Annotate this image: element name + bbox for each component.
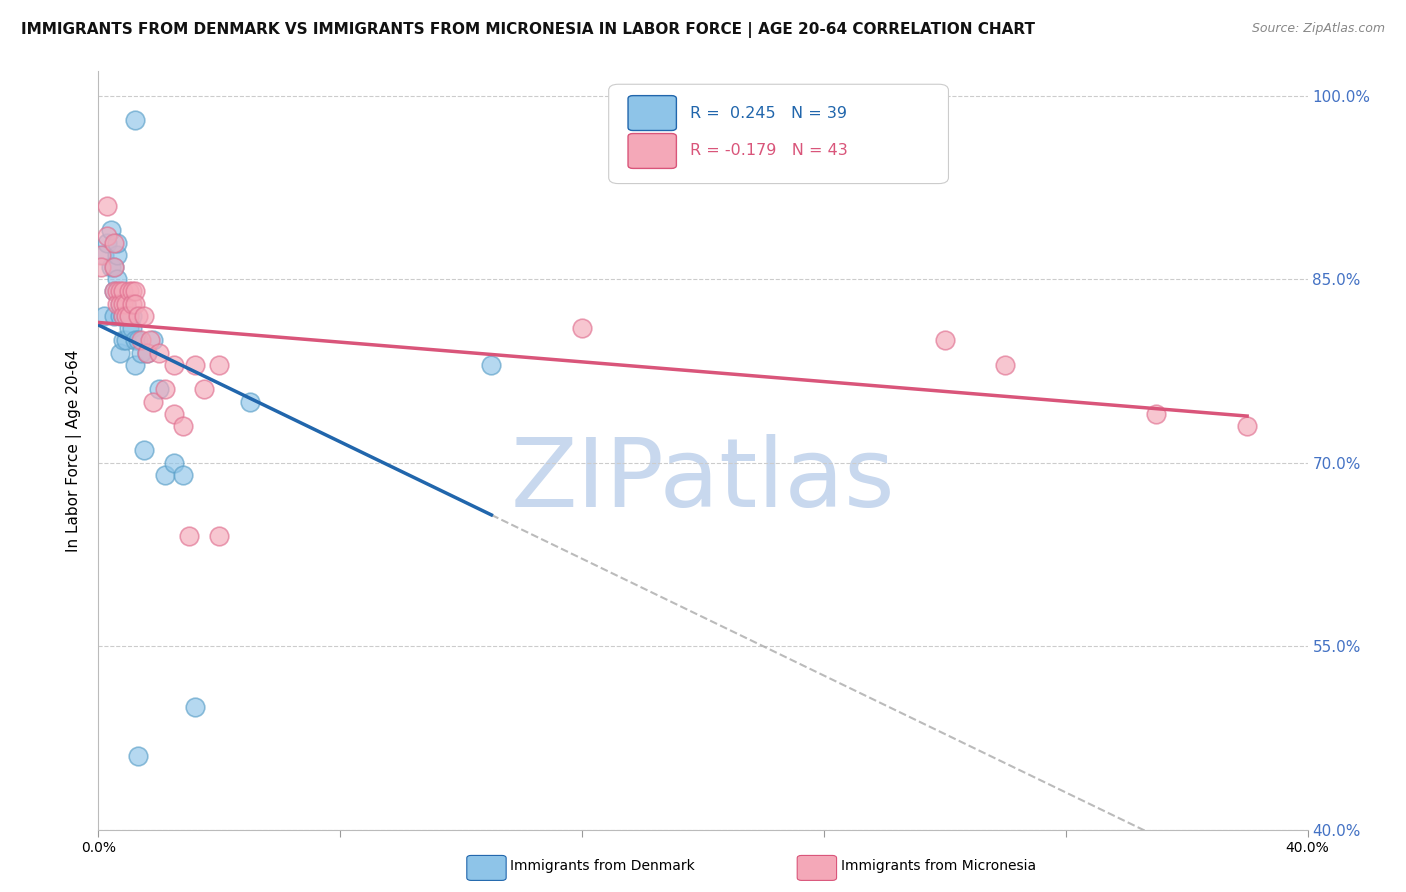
Point [127,334,149,348]
Point [148,382,170,396]
Text: R = -0.179   N = 43: R = -0.179 N = 43 [690,144,848,159]
Point [108,296,131,310]
Point [994,358,1017,372]
Point [481,358,503,372]
Point [105,272,128,286]
Point [124,296,146,310]
Point [121,321,143,335]
Point [108,345,131,359]
Point [132,443,155,458]
FancyBboxPatch shape [628,134,676,169]
Y-axis label: In Labor Force | Age 20-64: In Labor Force | Age 20-64 [66,350,83,551]
Point [571,321,593,335]
Point [108,285,131,299]
Text: R =  0.245   N = 39: R = 0.245 N = 39 [690,105,846,120]
Point [172,419,194,434]
Point [184,700,207,714]
Point [114,309,136,323]
Point [239,394,262,409]
Point [1236,419,1258,434]
Point [179,529,201,543]
Point [96,229,118,244]
Point [108,309,131,323]
Point [208,529,231,543]
Point [121,309,143,323]
Point [163,456,186,470]
Point [114,309,136,323]
Point [153,382,176,396]
Point [105,235,128,250]
FancyBboxPatch shape [609,84,949,184]
Point [148,345,170,359]
Point [96,235,118,250]
Point [132,309,155,323]
Point [163,407,186,421]
Point [1144,407,1167,421]
Point [124,334,146,348]
Point [127,749,149,764]
Point [129,345,152,359]
Point [124,358,146,372]
Point [105,285,128,299]
Point [108,296,131,310]
Point [121,285,143,299]
Point [103,309,125,323]
Point [934,334,956,348]
Point [184,358,207,372]
Point [118,285,141,299]
Point [90,260,112,274]
Point [93,309,115,323]
Point [114,296,136,310]
Point [139,334,162,348]
Point [111,309,134,323]
Point [153,467,176,482]
Point [100,260,122,274]
Point [118,321,141,335]
Point [105,296,128,310]
Point [90,248,112,262]
Point [135,345,157,359]
Text: Immigrants from Micronesia: Immigrants from Micronesia [841,859,1036,873]
Text: IMMIGRANTS FROM DENMARK VS IMMIGRANTS FROM MICRONESIA IN LABOR FORCE | AGE 20-64: IMMIGRANTS FROM DENMARK VS IMMIGRANTS FR… [21,22,1035,38]
Point [129,334,152,348]
FancyBboxPatch shape [628,95,676,130]
Point [114,296,136,310]
Point [127,309,149,323]
Point [111,309,134,323]
Point [142,394,165,409]
Text: Source: ZipAtlas.com: Source: ZipAtlas.com [1251,22,1385,36]
Text: ZIPatlas: ZIPatlas [510,434,896,527]
Point [103,260,125,274]
Point [142,334,165,348]
Point [121,296,143,310]
Point [118,309,141,323]
Point [96,199,118,213]
Text: Immigrants from Denmark: Immigrants from Denmark [510,859,695,873]
Point [111,285,134,299]
Point [114,334,136,348]
Point [105,248,128,262]
Point [124,285,146,299]
Point [103,285,125,299]
Point [103,235,125,250]
Point [111,296,134,310]
Point [124,113,146,128]
Point [135,345,157,359]
Point [93,248,115,262]
Point [172,467,194,482]
Point [100,223,122,237]
Point [208,358,231,372]
Point [118,309,141,323]
Point [103,285,125,299]
Point [103,260,125,274]
Point [163,358,186,372]
Point [193,382,215,396]
Point [111,334,134,348]
